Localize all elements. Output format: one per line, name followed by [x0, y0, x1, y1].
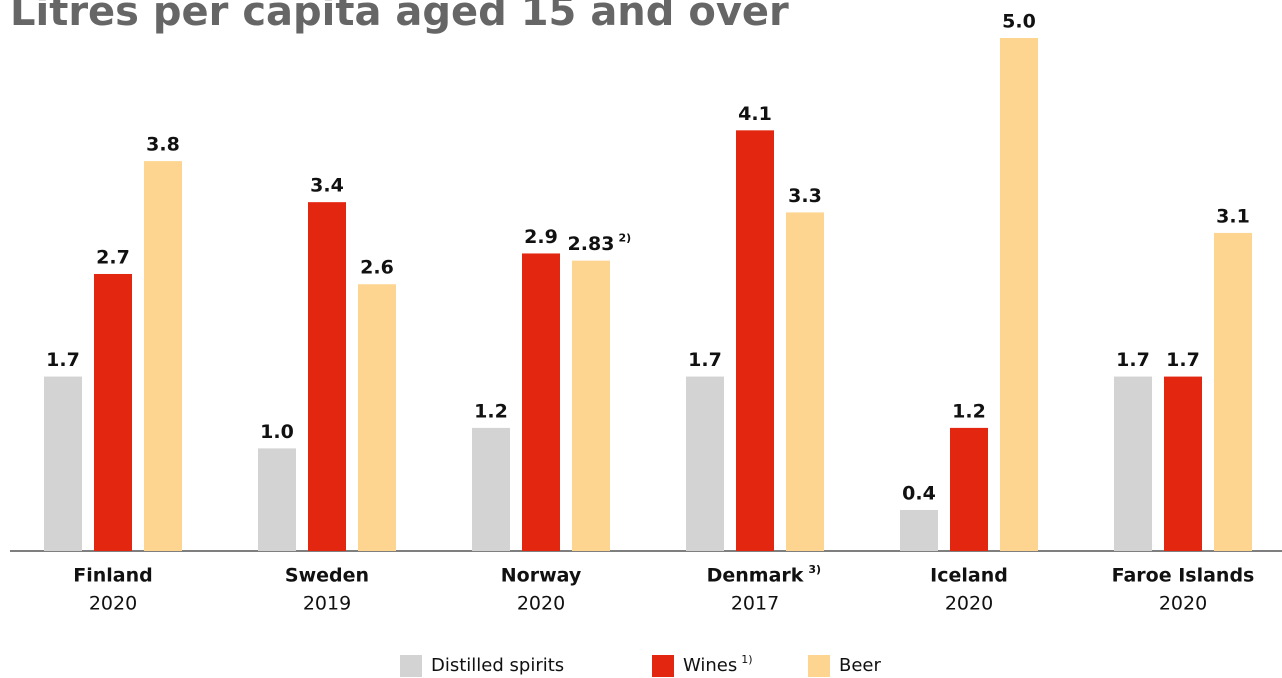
bar: [686, 376, 724, 551]
value-label: 5.0: [1002, 11, 1036, 33]
bar: [572, 260, 610, 551]
category-year: 2020: [945, 593, 993, 615]
bar: [900, 509, 938, 551]
value-label: 1.2: [474, 400, 508, 422]
bar: [472, 427, 510, 551]
x-tick-label: Iceland: [930, 565, 1008, 587]
value-label: 4.1: [738, 103, 772, 125]
value-label: 1.0: [260, 421, 294, 443]
legend-swatch: [400, 655, 422, 677]
legend-swatch: [808, 655, 830, 677]
bar: [1000, 38, 1038, 551]
value-label: 3.8: [146, 134, 180, 156]
category-note: 3): [808, 563, 821, 576]
bar: [522, 253, 560, 551]
category-year: 2020: [89, 593, 137, 615]
x-tick-label: Denmark: [707, 565, 804, 587]
x-tick-label: Finland: [73, 565, 152, 587]
category-year: 2020: [517, 593, 565, 615]
legend-note: 1): [741, 653, 752, 666]
value-label: 3.1: [1216, 205, 1250, 227]
bar: [358, 284, 396, 551]
x-tick-label: Sweden: [285, 565, 369, 587]
chart-title: Litres per capita aged 15 and over: [10, 0, 789, 35]
category-year: 2020: [1159, 593, 1207, 615]
value-label: 3.4: [310, 175, 344, 197]
value-label: 1.7: [1116, 349, 1150, 371]
bar: [94, 273, 132, 551]
legend-label: Wines: [683, 655, 737, 676]
category-year: 2019: [303, 593, 351, 615]
legend-label: Beer: [839, 655, 881, 676]
bar: [44, 376, 82, 551]
value-label: 2.7: [96, 246, 130, 268]
value-label: 3.3: [788, 185, 822, 207]
x-tick-label: Faroe Islands: [1112, 565, 1255, 587]
value-label: 2.83: [568, 233, 615, 255]
value-note: 2): [618, 232, 631, 245]
legend-label: Distilled spirits: [431, 655, 564, 676]
legend-swatch: [652, 655, 674, 677]
value-label: 1.7: [688, 349, 722, 371]
bar: [1114, 376, 1152, 551]
bar: [786, 212, 824, 552]
value-label: 1.7: [46, 349, 80, 371]
value-label: 2.9: [524, 226, 558, 248]
category-year: 2017: [731, 593, 779, 615]
bar: [1164, 376, 1202, 551]
value-label: 2.6: [360, 257, 394, 279]
bar: [144, 161, 182, 551]
bar: [258, 448, 296, 551]
bar: [950, 427, 988, 551]
value-label: 0.4: [902, 482, 936, 504]
bar: [1214, 232, 1252, 551]
bar: [308, 202, 346, 551]
value-label: 1.2: [952, 400, 986, 422]
x-tick-label: Norway: [501, 565, 582, 587]
bar: [736, 130, 774, 551]
value-label: 1.7: [1166, 349, 1200, 371]
